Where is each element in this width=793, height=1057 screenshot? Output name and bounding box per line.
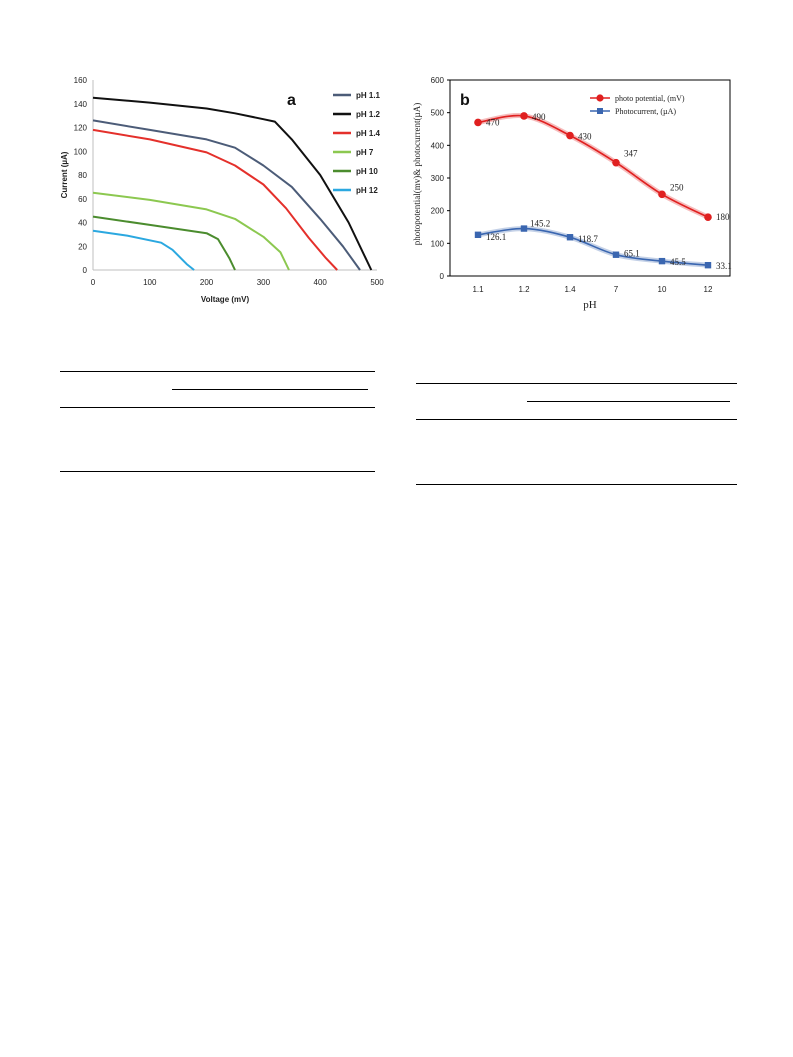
legend-label: Photocurrent, (µA) [615, 107, 676, 116]
legend-marker [596, 94, 604, 102]
data-label: 118.7 [578, 234, 598, 244]
data-point [474, 118, 482, 127]
y-tick-label: 0 [440, 272, 445, 281]
data-point [658, 190, 666, 199]
data-point [520, 225, 528, 232]
legend-label: pH 7 [356, 148, 374, 157]
chart-b: 0 100 200 300 400 500 600 1.1 1.2 1.4 7 10 12 pH photo… [412, 70, 742, 320]
x-tick-label: 1.2 [518, 285, 530, 294]
y-tick-label: 100 [74, 147, 88, 156]
y-tick-label: 160 [74, 76, 88, 85]
data-label: 430 [578, 132, 592, 142]
data-label: 145.2 [530, 219, 550, 229]
data-point [474, 231, 482, 239]
data-point [566, 131, 574, 140]
data-label: 250 [670, 182, 684, 192]
y-tick-label: 600 [431, 76, 445, 85]
table-rule-right-sub [527, 401, 730, 402]
y-tick-label: 140 [74, 100, 88, 109]
chart-a-svg: 0 20 40 60 80 100 120 140 160 0 100 200 300 400 500 Vol… [60, 76, 384, 304]
y-tick-label: 60 [78, 195, 87, 204]
data-label: 470 [486, 117, 500, 127]
series-line-pH-1-2 [92, 96, 373, 271]
x-axis-title: pH [583, 299, 597, 311]
data-label: 33.1 [716, 261, 732, 271]
x-tick-label: 200 [200, 278, 214, 287]
chart-a: 0 20 40 60 80 100 120 140 160 0 100 200 300 400 500 Vol… [55, 70, 385, 320]
series-glow [475, 113, 711, 220]
x-tick-label: 1.4 [564, 285, 576, 294]
y-tick-label: 100 [431, 239, 445, 248]
chart-b-svg: 0 100 200 300 400 500 600 1.1 1.2 1.4 7 10 12 pH photo… [412, 76, 732, 311]
y-tick-label: 400 [431, 141, 445, 150]
table-rule-right-mid [416, 419, 737, 420]
x-tick-label: 12 [704, 285, 713, 294]
x-tick-label: 500 [370, 278, 384, 287]
legend-label: pH 1.4 [356, 129, 381, 138]
x-tick-label: 100 [143, 278, 157, 287]
y-axis-title: Current (µA) [60, 151, 69, 198]
table-rule-right-bottom [416, 484, 737, 485]
data-label: 126.1 [486, 232, 506, 242]
series-line [477, 114, 709, 218]
x-axis-title: Voltage (mV) [201, 295, 250, 304]
table-rule-left-mid [60, 407, 375, 408]
x-tick-label: 1.1 [472, 285, 484, 294]
table-rule-right-top [416, 383, 737, 384]
data-label: 347 [624, 149, 638, 159]
x-tick-label: 7 [614, 285, 619, 294]
y-tick-label: 300 [431, 174, 445, 183]
y-tick-label: 200 [431, 207, 445, 216]
data-point [612, 158, 620, 167]
table-rule-left-sub [172, 389, 368, 390]
data-label: 65.1 [624, 249, 640, 259]
series-line-pH-10 [92, 215, 236, 271]
data-point [566, 234, 574, 241]
data-label: 45.5 [670, 257, 686, 267]
data-point [658, 257, 666, 265]
data-point [612, 251, 620, 258]
legend-label: photo potential, (mV) [615, 94, 685, 103]
data-point [520, 112, 528, 120]
y-tick-label: 0 [83, 266, 88, 275]
x-tick-label: 400 [314, 278, 328, 287]
data-point [704, 213, 712, 221]
legend-label: pH 10 [356, 167, 378, 176]
y-tick-label: 40 [78, 219, 87, 228]
y-axis-title: photopotential(mv)& photocurrent(µA) [412, 103, 422, 245]
legend-label: pH 1.2 [356, 110, 381, 119]
legend-label: pH 1.1 [356, 91, 381, 100]
panel-label: b [460, 92, 470, 109]
x-tick-label: 0 [91, 278, 96, 287]
y-tick-label: 120 [74, 124, 88, 133]
y-tick-label: 20 [78, 242, 87, 251]
legend-marker [597, 108, 603, 114]
table-rule-left-top [60, 371, 375, 372]
table-rule-left-bottom [60, 471, 375, 472]
panel-label: a [287, 92, 296, 109]
y-tick-label: 500 [431, 109, 445, 118]
legend-label: pH 12 [356, 186, 378, 195]
x-tick-label: 300 [257, 278, 271, 287]
series-line-pH-1-4 [92, 128, 338, 271]
x-tick-label: 10 [658, 285, 667, 294]
data-point [704, 261, 712, 269]
series-line-pH-1-1 [92, 119, 361, 271]
series-line-pH-7 [92, 191, 290, 271]
series-line-pH-12 [92, 229, 195, 271]
data-label: 490 [532, 112, 546, 122]
y-tick-label: 80 [78, 171, 87, 180]
data-label: 180 [716, 212, 730, 222]
series-line [477, 227, 709, 266]
